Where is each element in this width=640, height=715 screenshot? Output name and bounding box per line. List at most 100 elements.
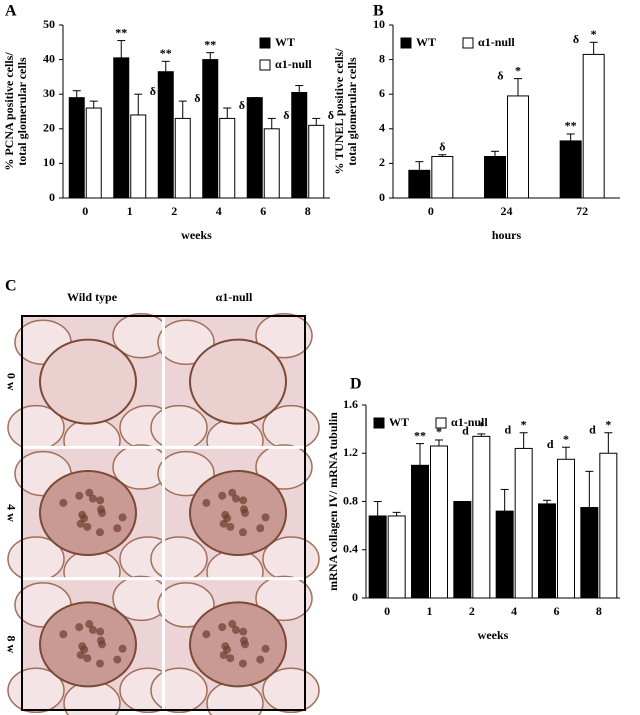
x-tick-label: 0 [428,204,434,218]
legend-swatch [462,37,474,49]
micrograph-texture [150,312,320,464]
column-header: α1-null [216,290,253,304]
bar [130,114,147,199]
bar [453,501,472,599]
tubule [255,312,313,359]
bar [202,59,219,199]
significance-label: ** [414,428,426,442]
bar [472,435,491,599]
bar [68,97,85,199]
cell-stain [261,513,270,522]
cell-stain [202,498,211,507]
legend-swatch [259,59,271,71]
x-tick-label: 6 [260,204,266,218]
significance-label: δ [573,32,579,46]
bar [431,155,454,199]
cell-stain [218,623,227,632]
legend-swatch [259,37,271,49]
cell-stain [113,524,122,533]
x-tick-label: 24 [501,204,513,218]
cell-stain [231,494,240,503]
cell-stain [118,513,127,522]
cell-stain [80,645,89,654]
bar [559,140,582,199]
legend-label: α1-null [275,57,312,71]
bar [538,503,556,599]
cell-stain [202,630,211,639]
x-tick-label: 1 [427,604,433,618]
bar [599,452,618,599]
panel-label: C [5,278,17,295]
significance-label: d [547,437,554,451]
bar [308,124,325,199]
cell-stain [75,491,84,500]
bar [557,458,575,599]
significance-label: ** [160,46,172,60]
cell-stain [218,491,227,500]
bar [495,510,514,599]
significance-label: δ [439,140,445,154]
y-axis-label: % TUNEL positive cells/ [332,48,346,175]
x-tick-label: 72 [576,204,588,218]
significance-label: δ [194,91,200,105]
cell-stain [80,514,89,523]
glomerulus [189,601,287,688]
bar [430,445,448,599]
x-tick-label: 8 [596,604,602,618]
y-tick-label: 10 [373,17,385,31]
cell-stain [226,654,235,663]
bar [157,71,174,199]
x-tick-label: 4 [216,204,222,218]
bar [263,128,280,199]
bar [484,155,506,199]
y-tick-label: 1.2 [343,445,358,459]
row-label: 8 w [4,635,18,653]
bar [408,169,431,199]
cell-stain [239,627,248,636]
significance-label: δ [150,84,156,98]
legend-label: WT [389,415,409,429]
bar [514,447,533,599]
cell-stain [95,528,104,537]
panel-label: A [5,3,17,20]
cell-stain [88,494,97,503]
bar [368,515,387,599]
cell-stain [228,620,237,629]
y-tick-label: 0 [352,590,358,604]
significance-label: * [521,417,527,431]
significance-label: δ [328,108,334,122]
y-tick-label: 0 [49,190,55,204]
x-tick-label: 6 [554,604,560,618]
cell-stain [97,636,106,645]
legend-label: WT [275,35,295,49]
cell-stain [228,488,237,497]
significance-label: ** [115,25,127,39]
cell-stain [59,630,68,639]
y-tick-label: 10 [43,155,55,169]
significance-label: ** [204,37,216,51]
x-axis-label: weeks [478,628,509,642]
y-tick-label: 40 [43,51,55,65]
glomerulus [39,601,137,688]
cell-stain [231,625,240,634]
cell-stain [226,522,235,531]
panel-label: B [373,3,384,20]
significance-label: d [589,422,596,436]
cell-stain [83,654,92,663]
cell-stain [223,645,232,654]
cell-stain [75,623,84,632]
cell-stain [223,514,232,523]
bar [113,57,130,199]
significance-label: * [478,419,484,433]
legend-swatch [400,37,412,49]
cell-stain [261,644,270,653]
tubule [157,582,215,628]
micrograph-frame [21,315,306,711]
cell-stain [95,659,104,668]
y-tick-label: 1.6 [343,397,358,411]
x-tick-label: 0 [384,604,390,618]
significance-label: d [504,422,511,436]
x-axis-label: hours [492,228,522,242]
tubule [255,444,313,490]
x-tick-label: 8 [305,204,311,218]
